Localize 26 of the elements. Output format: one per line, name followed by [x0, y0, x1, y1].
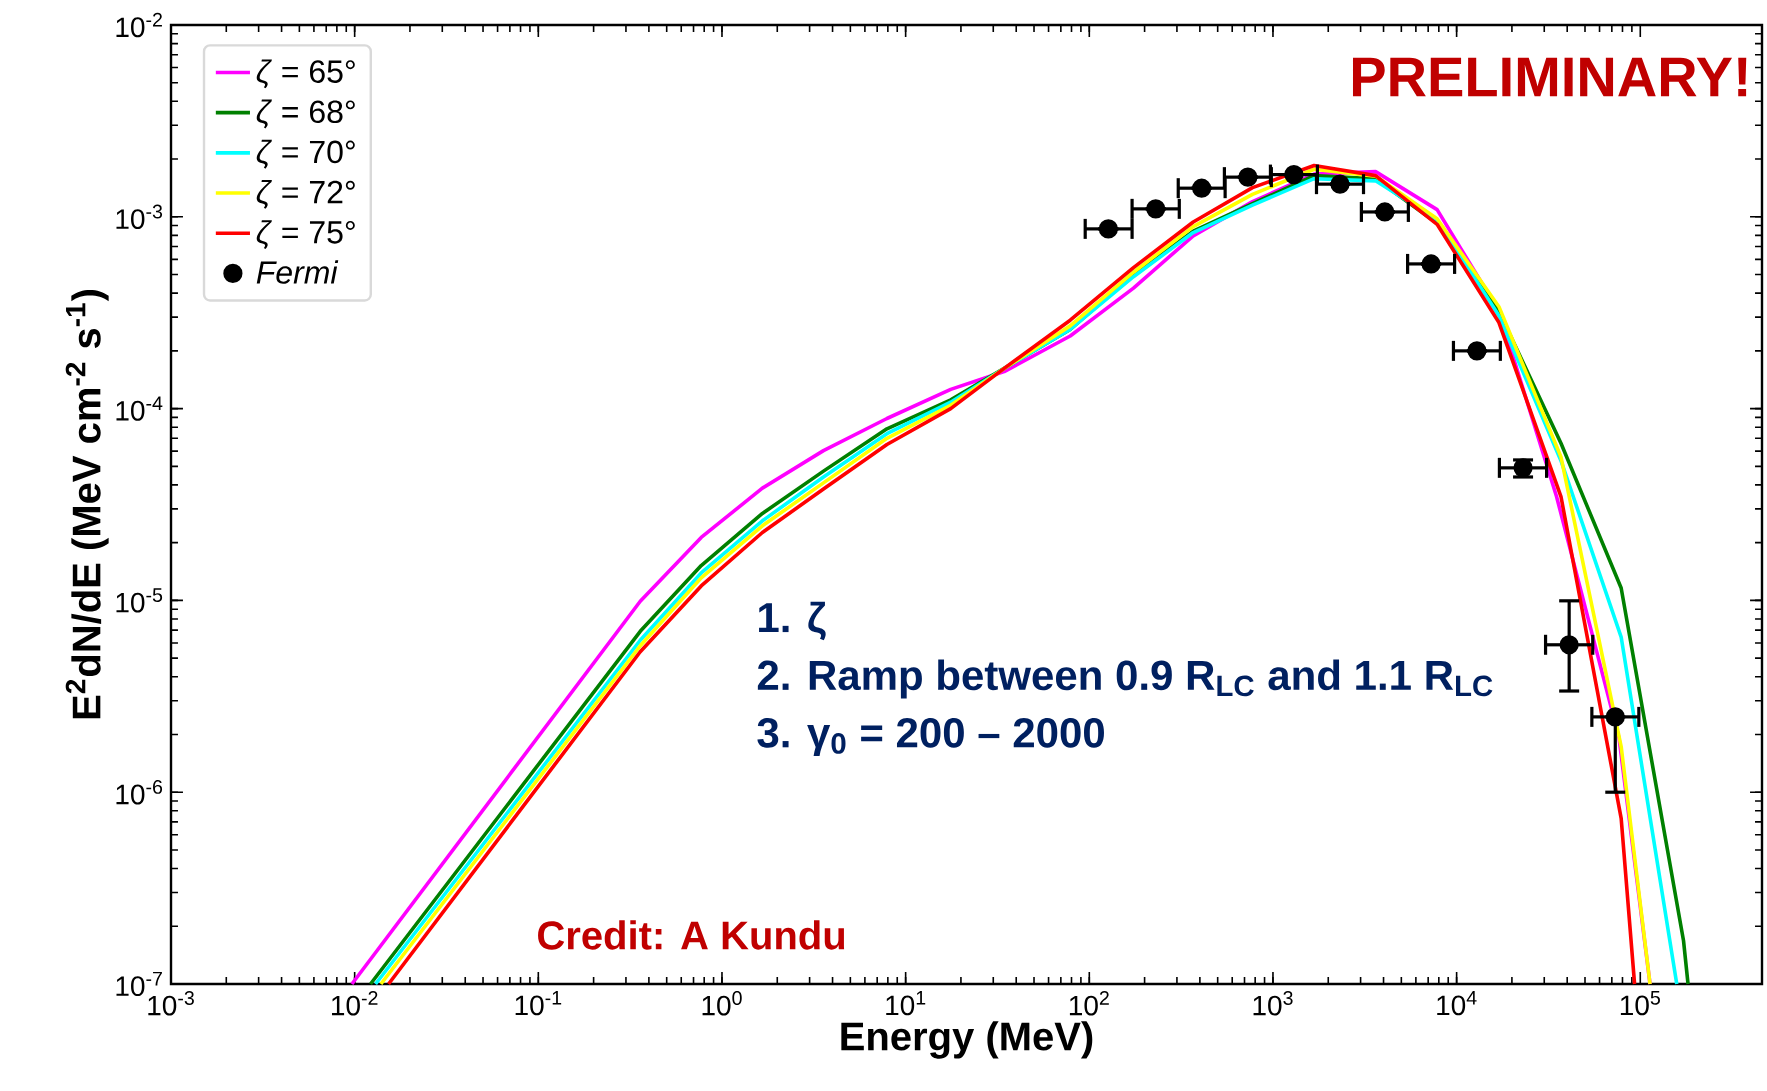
legend-label: ζ = 72°: [256, 179, 355, 209]
x-tick-label: 10$^{0}$: [702, 991, 742, 1016]
y-tick-label: 10$^{-3}$: [116, 204, 163, 230]
x-axis-title: Energy (MeV): [841, 1021, 1093, 1059]
annotation: PRELIMINARY!: [1352, 57, 1747, 97]
annotation: 3. γ$_{0}$ = 200 – 2000: [757, 717, 1104, 756]
x-tick-label: 10$^{-1}$: [515, 991, 562, 1016]
legend-label: ζ = 75°: [256, 220, 355, 250]
x-tick-label: 10$^{1}$: [886, 991, 926, 1016]
annotation: 2. Ramp between 0.9 R$_{LC}$ and 1.1 R$_{LC}$: [757, 659, 1493, 699]
y-tick-label: 10$^{-6}$: [116, 780, 163, 805]
x-tick-label: 10$^{2}$: [1069, 991, 1109, 1016]
annotation: 1. ζ: [759, 601, 826, 641]
annotation: Credit: A Kundu: [538, 920, 845, 950]
legend-label: ζ = 70°: [256, 139, 355, 169]
x-tick-label: 10$^{3}$: [1253, 991, 1293, 1016]
legend-label: Fermi: [256, 260, 339, 284]
x-tick-label: 10$^{4}$: [1437, 991, 1477, 1016]
x-tick-label: 10$^{5}$: [1620, 991, 1660, 1016]
legend-label: ζ = 65°: [256, 59, 355, 89]
x-tick-label: 10$^{-2}$: [332, 991, 378, 1016]
y-tick-label: 10$^{-4}$: [116, 396, 163, 421]
y-axis-title: E$^{2}$dN/dE (MeV cm$^{-2}$ s$^{-1}$): [65, 290, 109, 719]
y-tick-label: 10$^{-5}$: [116, 588, 163, 613]
y-tick-label: 10$^{-2}$: [116, 12, 162, 38]
legend-label: ζ = 68°: [256, 99, 355, 129]
